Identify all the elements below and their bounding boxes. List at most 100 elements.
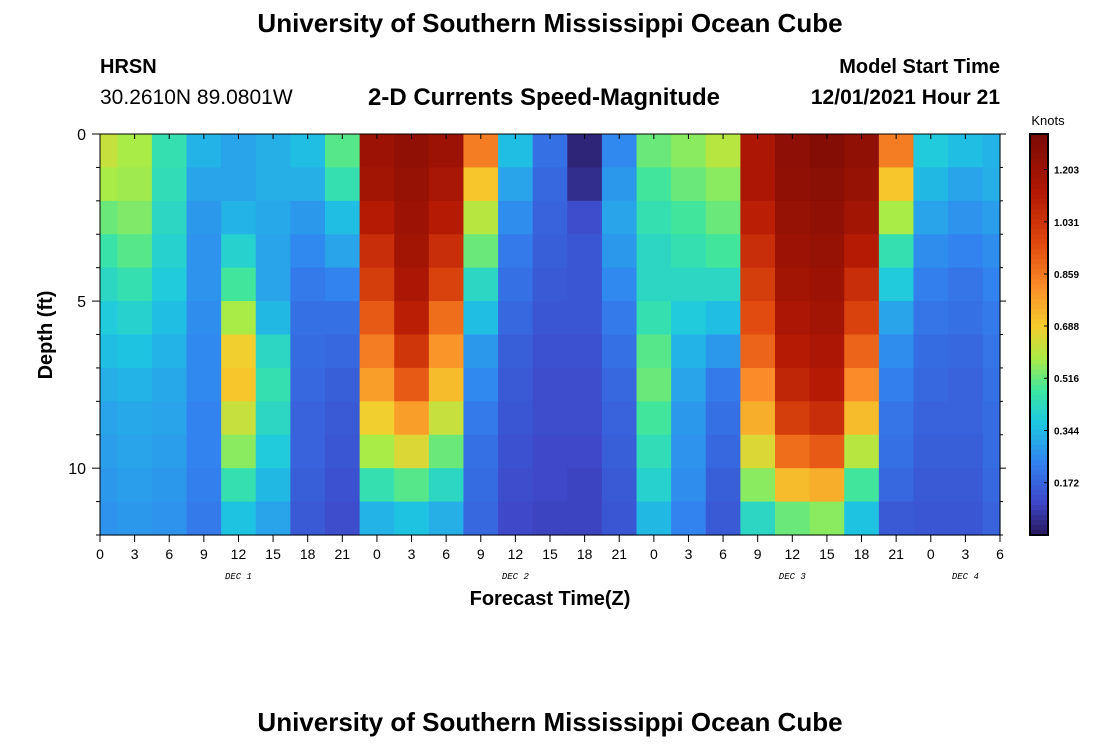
heatmap-cell bbox=[325, 234, 361, 269]
colorbar-label: Knots bbox=[1031, 113, 1065, 128]
colorbar-segment bbox=[1030, 284, 1048, 290]
heatmap-cell bbox=[844, 200, 880, 235]
heatmap-cell bbox=[394, 200, 430, 235]
heatmap-cell bbox=[878, 200, 915, 235]
model-start-value: 12/01/2021 Hour 21 bbox=[810, 86, 1000, 109]
heatmap-cell bbox=[428, 200, 465, 235]
heatmap-cell bbox=[913, 267, 949, 302]
heatmap-cell bbox=[394, 367, 430, 402]
heatmap-cell bbox=[255, 134, 291, 169]
colorbar-segment bbox=[1030, 319, 1048, 326]
heatmap-cell bbox=[913, 234, 949, 269]
colorbar: 0.172 0.344 0.516 0.688 0.859 1.031 1.203 bbox=[1029, 133, 1079, 536]
heatmap-cell bbox=[671, 200, 707, 235]
heatmap-cell bbox=[948, 334, 984, 369]
heatmap-cell bbox=[705, 134, 741, 169]
heatmap-cell bbox=[463, 134, 499, 169]
colorbar-segment bbox=[1030, 404, 1048, 411]
heatmap-cell bbox=[948, 301, 984, 336]
heatmap-cell bbox=[463, 301, 499, 336]
heatmap-cell bbox=[567, 434, 603, 469]
colorbar-segment bbox=[1030, 219, 1048, 225]
heatmap-cell bbox=[671, 301, 707, 336]
x-tick-label: 6 bbox=[719, 546, 727, 562]
colorbar-segment bbox=[1030, 239, 1048, 245]
heatmap-cell bbox=[636, 134, 672, 169]
heatmap-cell bbox=[186, 134, 222, 169]
colorbar-segment bbox=[1030, 204, 1048, 210]
day-label: DEC 1 bbox=[225, 572, 252, 582]
colorbar-segment bbox=[1030, 224, 1048, 230]
heatmap-cell bbox=[117, 468, 153, 503]
heatmap-cell bbox=[809, 134, 845, 169]
colorbar-segment bbox=[1030, 509, 1048, 516]
chart-subtitle: 2-D Currents Speed-Magnitude bbox=[368, 84, 721, 111]
heatmap-cell bbox=[809, 234, 845, 269]
heatmap-cell bbox=[463, 367, 499, 402]
heatmap-cell bbox=[636, 167, 672, 202]
heatmap-cell bbox=[601, 234, 638, 269]
heatmap-cell bbox=[151, 200, 188, 235]
heatmap-cell bbox=[255, 267, 291, 302]
heatmap-cell bbox=[740, 167, 776, 202]
y-tick-label: 5 bbox=[77, 294, 86, 311]
colorbar-segment bbox=[1030, 164, 1048, 170]
colorbar-segment bbox=[1030, 134, 1048, 140]
colorbar-segment bbox=[1030, 324, 1048, 331]
heatmap-cell bbox=[117, 434, 153, 469]
heatmap-cell bbox=[532, 234, 568, 269]
heatmap-cell bbox=[117, 301, 153, 336]
x-tick-label: 6 bbox=[165, 546, 173, 562]
colorbar-segment bbox=[1030, 369, 1048, 376]
day-label: DEC 2 bbox=[502, 572, 530, 582]
heatmap-cell bbox=[982, 234, 1001, 269]
x-tick-label: 3 bbox=[961, 546, 969, 562]
heatmap-cell bbox=[463, 401, 499, 436]
colorbar-tick-label: 0.344 bbox=[1054, 426, 1079, 437]
heatmap-cell bbox=[982, 401, 1001, 436]
heatmap-cell bbox=[532, 334, 568, 369]
colorbar-segment bbox=[1030, 194, 1048, 200]
heatmap-cell bbox=[498, 301, 534, 336]
heatmap-cell bbox=[567, 334, 603, 369]
x-tick-label: 12 bbox=[785, 546, 801, 562]
colorbar-segment bbox=[1030, 249, 1048, 255]
heatmap-cell bbox=[532, 468, 568, 503]
heatmap-cell bbox=[394, 301, 430, 336]
colorbar-segment bbox=[1030, 374, 1048, 381]
heatmap-cell bbox=[394, 134, 430, 169]
heatmap-cell bbox=[775, 334, 811, 369]
heatmap-cell bbox=[705, 468, 741, 503]
heatmap-cell bbox=[117, 367, 153, 402]
heatmap-cell bbox=[290, 200, 326, 235]
heatmap-cell bbox=[948, 234, 984, 269]
colorbar-segment bbox=[1030, 264, 1048, 270]
heatmap-cell bbox=[325, 468, 361, 503]
heatmap-cell bbox=[532, 200, 568, 235]
heatmap-cell bbox=[913, 200, 949, 235]
heatmap-cell bbox=[809, 200, 845, 235]
heatmap-cell bbox=[740, 267, 776, 302]
heatmap-cell bbox=[325, 167, 361, 202]
colorbar-segment bbox=[1030, 364, 1048, 371]
colorbar-segment bbox=[1030, 529, 1048, 536]
heatmap-cell bbox=[255, 434, 291, 469]
heatmap-cell bbox=[221, 367, 257, 402]
heatmap-cell bbox=[359, 301, 395, 336]
heatmap-cell bbox=[982, 434, 1001, 469]
heatmap-cell bbox=[913, 401, 949, 436]
colorbar-segment bbox=[1030, 389, 1048, 396]
colorbar-segment bbox=[1030, 314, 1048, 321]
heatmap-cell bbox=[117, 234, 153, 269]
station-name: HRSN bbox=[100, 56, 157, 78]
heatmap-cell bbox=[948, 501, 984, 536]
heatmap-cell bbox=[844, 401, 880, 436]
colorbar-segment bbox=[1030, 479, 1048, 486]
colorbar-segment bbox=[1030, 234, 1048, 240]
heatmap-cell bbox=[809, 401, 845, 436]
heatmap-cell bbox=[151, 367, 188, 402]
heatmap-cell bbox=[636, 468, 672, 503]
heatmap-cell bbox=[567, 267, 603, 302]
heatmap-cell bbox=[325, 367, 361, 402]
heatmap-cell bbox=[982, 167, 1001, 202]
